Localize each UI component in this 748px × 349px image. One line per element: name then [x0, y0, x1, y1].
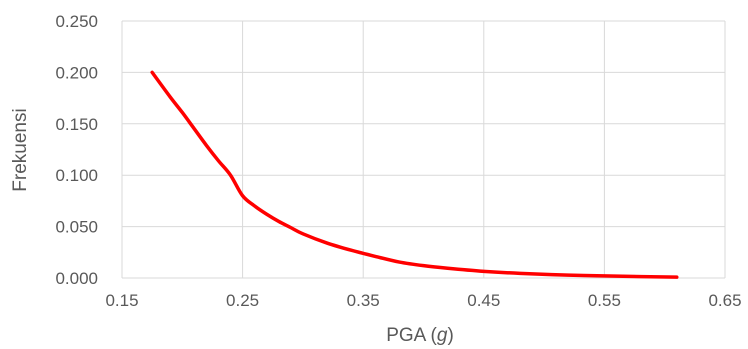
y-tick-label: 0.000: [55, 269, 98, 288]
y-tick-label: 0.100: [55, 166, 98, 185]
y-tick-label: 0.250: [55, 12, 98, 31]
x-axis-title-prefix: PGA (: [386, 325, 437, 346]
y-axis-title: Frekuensi: [10, 108, 31, 191]
series-layer: [150, 70, 679, 279]
x-axis-title-suffix: ): [447, 325, 453, 346]
y-tick-label: 0.050: [55, 218, 98, 237]
x-tick-label: 0.15: [105, 291, 138, 310]
x-tick-labels: 0.15 0.25 0.35 0.45 0.55 0.65: [105, 291, 741, 310]
x-tick-label: 0.55: [588, 291, 621, 310]
x-tick-label: 0.35: [347, 291, 380, 310]
y-tick-labels: 0.000 0.050 0.100 0.150 0.200 0.250: [55, 12, 98, 288]
x-tick-label: 0.25: [226, 291, 259, 310]
x-tick-label: 0.45: [467, 291, 500, 310]
x-axis-title: PGA (g): [386, 325, 454, 346]
y-tick-label: 0.200: [55, 63, 98, 82]
gridlines: [121, 20, 726, 279]
x-axis-title-unit: g: [437, 325, 448, 346]
x-tick-label: 0.65: [708, 291, 741, 310]
y-tick-label: 0.150: [55, 115, 98, 134]
series-line-0: [150, 70, 679, 279]
